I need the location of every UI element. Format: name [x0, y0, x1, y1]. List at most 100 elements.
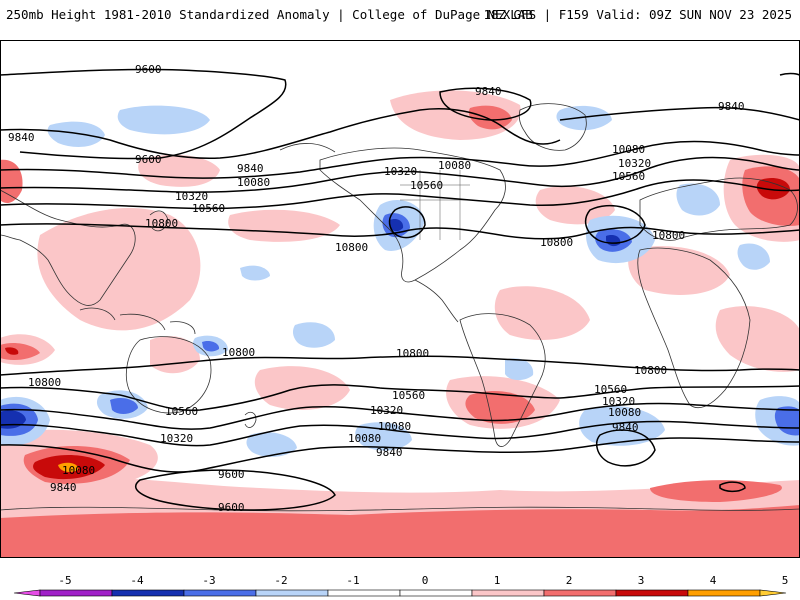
anomaly-negative-area: [246, 432, 297, 457]
colorbar: -5 -4 -3 -2 -1 0 1 2 3 4 5: [13, 574, 789, 597]
anomaly-positive-area: [628, 246, 730, 295]
coastline-africa: [637, 247, 751, 409]
contour-label: 10800: [396, 347, 429, 360]
coastlines: [0, 103, 800, 512]
contour-label: 9840: [8, 131, 35, 144]
anomaly-negative-area: [292, 322, 335, 348]
coastline-new-zealand: [244, 411, 257, 428]
colorbar-bin: [39, 589, 113, 597]
contour-10800-loop: [584, 204, 646, 244]
colorbar-bin: [543, 589, 617, 597]
colorbar-tick-label: 0: [422, 574, 429, 587]
colorbar-bins: [13, 589, 787, 597]
colorbar-below-arrow: [13, 589, 41, 597]
anomaly-negative-area: [117, 105, 210, 135]
contour-label: 10560: [165, 405, 198, 418]
contour-label: 10320: [175, 190, 208, 203]
anomaly-positive-area: [5, 347, 19, 355]
colorbar-bin: [183, 589, 257, 597]
contour-10080-south: [0, 420, 800, 447]
anomaly-negative-area: [505, 358, 534, 381]
anomaly-positive-area: [756, 178, 790, 200]
contour-label: 10800: [540, 236, 573, 249]
contour-10560-north: [0, 179, 800, 210]
colorbar-tick-label: 1: [494, 574, 501, 587]
contour-label: 10560: [410, 179, 443, 192]
contour-9600-north: [0, 68, 287, 160]
colorbar-tick-label: -4: [130, 574, 144, 587]
contour-9840-north-right: [559, 106, 800, 121]
contour-label: 10560: [392, 389, 425, 402]
contour-9840-north-left: [0, 108, 561, 160]
colorbar-bin: [111, 589, 185, 597]
contour-label: 10800: [634, 364, 667, 377]
contour-label: 9600: [135, 63, 162, 76]
contour-9840-small-ring: [595, 429, 656, 467]
contour-label: 10080: [62, 464, 95, 477]
colorbar-tick-label: 5: [782, 574, 789, 587]
contour-label: 10080: [237, 176, 270, 189]
anomaly-positive-area: [150, 336, 200, 374]
anomaly-positive-area: [650, 480, 782, 502]
anomaly-negative-area: [737, 243, 770, 270]
anomaly-positive-area: [715, 306, 800, 372]
coastline-antarctica: [0, 506, 800, 512]
contour-label: 9840: [376, 446, 403, 459]
contour-10800-north: [0, 223, 800, 240]
coastline-north-america: [319, 147, 506, 283]
anomaly-positive-area: [138, 154, 220, 187]
anomaly-positive-area: [465, 390, 535, 424]
anomaly-positive-area: [468, 105, 512, 130]
contour-label: 10320: [370, 404, 403, 417]
height-contours: [0, 68, 800, 511]
contour-label: 9840: [612, 421, 639, 434]
contour-10320-south: [0, 402, 800, 430]
anomaly-positive-area: [535, 186, 615, 225]
colorbar-tick-label: -5: [58, 574, 71, 587]
contour-label: 10080: [438, 159, 471, 172]
anomaly-positive-area: [0, 342, 40, 361]
anomaly-negative-area: [202, 340, 220, 352]
anomaly-negative-area: [110, 397, 138, 414]
coastline-central-america: [414, 279, 459, 323]
coastline-indonesia: [79, 307, 196, 335]
contour-label: 9840: [237, 162, 264, 175]
contour-label: 10800: [145, 217, 178, 230]
contour-9840-south: [0, 437, 800, 473]
contour-label: 10800: [222, 346, 255, 359]
coastline-europe: [639, 177, 798, 241]
anomaly-positive-area: [494, 286, 590, 340]
anomaly-positive-area: [37, 207, 201, 331]
map-title: 250mb Height 1981-2010 Standardized Anom…: [6, 7, 533, 22]
contour-label: 10320: [160, 432, 193, 445]
contour-label: 10560: [612, 170, 645, 183]
colorbar-tick-label: -3: [202, 574, 215, 587]
contour-label: 9840: [718, 100, 745, 113]
contour-9840-ring: [439, 87, 532, 121]
anomaly-negative-area: [556, 105, 612, 131]
title-bar: 250mb Height 1981-2010 Standardized Anom…: [0, 0, 800, 30]
contour-label: 10320: [618, 157, 651, 170]
anomaly-map: 9600 9840 9840 9600 9840 10080 10320 105…: [0, 40, 800, 558]
colorbar-tick-label: 4: [710, 574, 717, 587]
contour-label: 9600: [218, 468, 245, 481]
run-info: 18Z GFS | F159 Valid: 09Z SUN NOV 23 202…: [483, 7, 792, 22]
contour-label: 10560: [192, 202, 225, 215]
contour-label: 10080: [612, 143, 645, 156]
colorbar-bin: [399, 589, 473, 597]
contour-label: 9840: [475, 85, 502, 98]
contour-10080-north: [0, 140, 800, 179]
anomaly-negative-area: [390, 218, 404, 232]
anomaly-positive-area: [58, 462, 79, 473]
contour-labels: 9600 9840 9840 9600 9840 10080 10320 105…: [8, 63, 745, 514]
coastline-south-america: [459, 313, 546, 447]
contour-10560-south: [0, 384, 800, 412]
colorbar-tick-label: 3: [638, 574, 645, 587]
contour-9600-small: [719, 481, 746, 493]
contour-label: 9840: [50, 481, 77, 494]
coastline-japan: [149, 210, 169, 232]
contour-label: 10800: [652, 229, 685, 242]
contour-9600-south: [134, 469, 336, 511]
contour-label: 10080: [378, 420, 411, 433]
anomaly-negative-area: [47, 121, 105, 147]
